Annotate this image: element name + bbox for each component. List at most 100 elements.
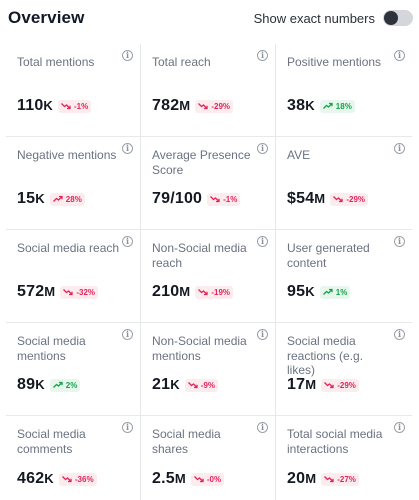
change-badge: 2% [49, 378, 81, 392]
metric-unit: K [305, 98, 315, 113]
metric-number: 210 [152, 283, 180, 300]
trend-up-icon [322, 288, 336, 296]
info-icon[interactable]: i [257, 236, 268, 247]
metric-value-row: 782M -29% [152, 97, 234, 115]
metric-label: Total reach [152, 55, 211, 69]
change-badge: 18% [319, 99, 355, 113]
change-badge: 28% [49, 192, 85, 206]
change-badge: -29% [195, 99, 234, 113]
metric-label: Social media shares [152, 427, 221, 456]
metric-unit: M [44, 284, 56, 299]
info-icon[interactable]: i [394, 50, 405, 61]
trend-down-icon [193, 475, 207, 483]
metric-value: 782M [152, 97, 190, 115]
metric-number: 79/100 [152, 190, 203, 207]
metric-value: $54M [287, 190, 325, 208]
metric-label: Total mentions [17, 55, 95, 69]
metric-number: $54 [287, 190, 315, 207]
metric-card: Positive mentions i 38K 18% [276, 44, 412, 137]
metric-card: Social media reach i 572M -32% [6, 230, 141, 323]
trend-down-icon [61, 475, 75, 483]
change-badge: -29% [330, 192, 369, 206]
page-title: Overview [8, 8, 85, 27]
info-icon[interactable]: i [122, 236, 133, 247]
metric-number: 21 [152, 376, 171, 393]
metric-value-row: 79/100 -1% [152, 190, 241, 208]
metric-number: 2.5 [152, 470, 175, 487]
info-icon[interactable]: i [257, 50, 268, 61]
metric-label: User generated content [287, 241, 370, 270]
change-badge: -32% [60, 285, 99, 299]
info-icon[interactable]: i [122, 422, 133, 433]
trend-down-icon [198, 288, 211, 296]
metric-label: AVE [287, 148, 311, 162]
metric-unit: M [314, 191, 326, 206]
change-value: -29% [211, 101, 231, 111]
metric-card: Total social media interactions i 20M -27% [276, 416, 412, 500]
trend-down-icon [210, 195, 223, 203]
metric-card: Social media shares i 2.5M -0% [141, 416, 276, 500]
metric-unit: M [305, 471, 317, 486]
exact-numbers-switch[interactable] [383, 10, 413, 26]
trend-down-icon [324, 381, 337, 389]
metric-value-row: 89K 2% [17, 376, 81, 394]
trend-up-icon [52, 195, 66, 203]
metric-value-row: 21K -9% [152, 376, 219, 394]
trend-down-icon [324, 475, 337, 483]
metric-card: Social media comments i 462K -36% [6, 416, 141, 500]
metric-label: Average Presence Score [152, 148, 251, 177]
info-icon[interactable]: i [122, 50, 133, 61]
metric-unit: K [35, 191, 45, 206]
info-icon[interactable]: i [257, 329, 268, 340]
metric-unit: K [35, 377, 45, 392]
metric-label: Negative mentions [17, 148, 117, 162]
info-icon[interactable]: i [394, 329, 405, 340]
metric-value-row: 15K 28% [17, 190, 85, 208]
exact-numbers-label: Show exact numbers [253, 10, 375, 26]
change-value: 2% [65, 380, 78, 390]
metric-card: Social media reactions (e.g. likes) i 17M -… [276, 323, 412, 416]
metric-value-row: 20M -27% [287, 470, 359, 488]
switch-knob [384, 11, 398, 25]
change-badge: -19% [195, 285, 234, 299]
change-badge: -1% [207, 192, 241, 206]
metric-value: 2.5M [152, 470, 186, 488]
info-icon[interactable]: i [122, 329, 133, 340]
exact-numbers-toggle-group: Show exact numbers [254, 8, 413, 28]
info-icon[interactable]: i [257, 143, 268, 154]
info-icon[interactable]: i [122, 143, 133, 154]
metric-label: Total social media interactions [287, 427, 383, 456]
info-icon[interactable]: i [394, 422, 405, 433]
metric-label: Social media reach [17, 241, 120, 255]
metric-value: 95K [287, 283, 315, 301]
metric-value: 15K [17, 190, 45, 208]
metric-card: Non-Social media mentions i 21K -9% [141, 323, 276, 416]
metric-unit: K [305, 284, 315, 299]
change-value: -29% [337, 380, 356, 390]
metric-unit: K [43, 98, 54, 113]
metric-unit: M [305, 377, 317, 392]
metric-value: 38K [287, 97, 315, 115]
change-badge: -1% [58, 99, 92, 113]
change-badge: -27% [321, 472, 359, 486]
metric-card: Average Presence Score i 79/100 -1% [141, 137, 276, 230]
info-icon[interactable]: i [394, 143, 405, 154]
metric-value: 110K [17, 97, 53, 115]
info-icon[interactable]: i [394, 236, 405, 247]
change-value: -1% [223, 194, 238, 204]
change-value: -36% [74, 474, 94, 484]
change-badge: -36% [58, 472, 97, 486]
info-icon[interactable]: i [257, 422, 268, 433]
metric-value-row: 110K -1% [17, 97, 92, 115]
metric-label: Positive mentions [287, 55, 382, 69]
metric-card: Total mentions i 110K -1% [6, 44, 141, 137]
metric-label: Non-Social media reach [152, 241, 247, 270]
change-badge: -9% [184, 378, 219, 392]
change-value: -19% [211, 287, 231, 297]
metric-label: Social media mentions [17, 334, 86, 363]
metric-value-row: 210M -19% [152, 283, 234, 301]
change-value: 18% [335, 101, 352, 111]
metric-unit: K [170, 377, 180, 392]
metric-number: 462 [17, 470, 45, 487]
metric-label: Non-Social media mentions [152, 334, 247, 363]
